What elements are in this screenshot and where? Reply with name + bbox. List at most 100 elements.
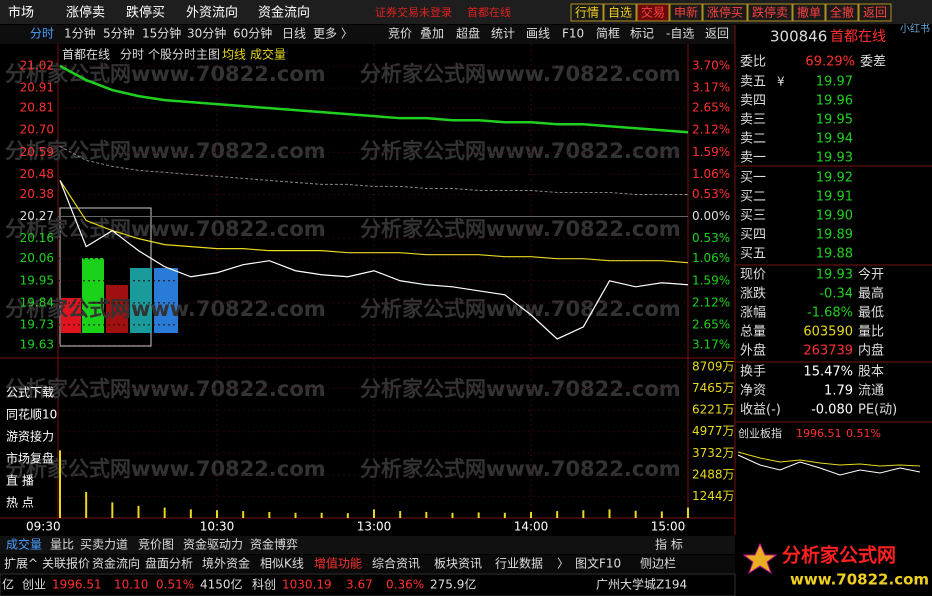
volume-bar <box>608 509 611 518</box>
function-item[interactable]: 行业数据 <box>495 556 543 571</box>
bottom-tab[interactable]: 资金驱动力 <box>183 537 243 552</box>
y-tick-label: 20.27 <box>20 209 54 223</box>
index-change: 0.51% <box>846 427 881 440</box>
menu-item[interactable]: 跌停买 <box>126 5 165 21</box>
function-item[interactable]: 增值功能 <box>314 556 362 571</box>
stat-value: -0.34 <box>819 287 853 302</box>
side-link[interactable]: 热 点 <box>6 496 34 510</box>
stat-value: -1.68% <box>807 306 853 321</box>
period-tab[interactable]: 15分钟 <box>142 26 181 41</box>
function-item[interactable]: 相似K线 <box>260 557 304 571</box>
pct-tick-label: 3.17% <box>692 338 730 352</box>
top-button[interactable]: 申新 <box>674 5 698 20</box>
status-item: 1996.51 <box>52 578 102 592</box>
function-item[interactable]: 侧边栏 <box>640 556 676 571</box>
volume-tick-label: 6221万 <box>692 403 735 417</box>
function-item[interactable]: 境外资金 <box>202 556 250 571</box>
y-tick-label: 20.70 <box>20 123 54 137</box>
fund-label: PE(动) <box>858 403 897 418</box>
logo-title: 分析家公式网 <box>782 544 896 567</box>
currency: ¥ <box>777 75 785 89</box>
top-button[interactable]: 全撤 <box>830 5 854 20</box>
volume-tick-label: 4977万 <box>692 424 735 438</box>
function-item[interactable]: 盘面分析 <box>145 556 193 571</box>
bottom-tab[interactable]: 量比 <box>50 538 74 552</box>
side-link[interactable]: 同花顺10 <box>6 407 57 422</box>
period-tab[interactable]: 日线 <box>282 27 306 41</box>
tool-button[interactable]: 标记 <box>630 27 654 41</box>
period-tab[interactable]: 5分钟 <box>103 26 135 41</box>
bid-label: 买二 <box>740 190 766 205</box>
pct-tick-label: 1.06% <box>692 251 730 265</box>
x-tick-label: 15:00 <box>651 520 686 534</box>
bid-label: 买五 <box>740 247 766 262</box>
volume-bar <box>320 512 323 518</box>
function-item[interactable]: 图文F10 <box>575 556 621 571</box>
side-link[interactable]: 公式下载 <box>6 386 54 400</box>
tool-button[interactable]: 统计 <box>491 27 515 41</box>
period-tab[interactable]: 1分钟 <box>64 26 96 41</box>
volume-bar <box>268 511 271 518</box>
tool-button[interactable]: 简框 <box>596 27 620 41</box>
chart-header: 均线 <box>222 48 246 62</box>
function-item[interactable]: 综合资讯 <box>372 556 420 571</box>
menu-item[interactable]: 外资流向 <box>186 5 238 21</box>
toolbar <box>0 25 735 44</box>
x-tick-label: 13:00 <box>357 520 392 534</box>
top-button[interactable]: 自选 <box>608 6 632 20</box>
top-button[interactable]: 撤单 <box>797 5 821 20</box>
period-tab[interactable]: 分时 <box>30 27 54 41</box>
menu-item[interactable]: 资金流向 <box>258 5 310 21</box>
volume-bar <box>451 512 454 518</box>
side-link[interactable]: 直 播 <box>6 474 34 488</box>
period-tab[interactable]: 60分钟 <box>233 26 272 41</box>
function-item[interactable]: 关联报价 <box>42 556 90 571</box>
tool-button[interactable]: 叠加 <box>420 27 444 41</box>
pct-tick-label: 0.53% <box>692 231 730 245</box>
bottom-tab[interactable]: 买卖力道 <box>80 538 128 552</box>
ask-price: 19.95 <box>816 113 853 128</box>
menu-item[interactable]: 涨停卖 <box>66 5 105 21</box>
pct-tick-label: 0.00% <box>692 209 730 223</box>
volume-tick-label: 8709万 <box>692 360 735 374</box>
tool-button[interactable]: 竞价 <box>388 27 412 41</box>
top-button[interactable]: 涨停买 <box>707 5 743 20</box>
bottom-tab[interactable]: 竞价图 <box>138 538 174 552</box>
side-link[interactable]: 游资接力 <box>6 429 54 444</box>
top-button-frame <box>747 3 793 22</box>
stat-label: 外盘 <box>740 343 766 359</box>
period-tab[interactable]: 更多 〉 <box>313 27 353 41</box>
tool-button[interactable]: 返回 <box>705 27 729 41</box>
volume-tick-label: 1244万 <box>692 489 735 503</box>
side-link[interactable]: 市场复盘 <box>6 451 54 466</box>
status-item: 广州大学城Z194 <box>596 577 687 592</box>
volume-bar <box>373 509 375 518</box>
bottom-tab[interactable]: 成交量 <box>6 537 42 552</box>
top-button[interactable]: 交易 <box>641 5 665 20</box>
tool-button[interactable]: 画线 <box>526 27 550 41</box>
period-tab[interactable]: 30分钟 <box>187 26 226 41</box>
bottom-tab[interactable]: 资金博弈 <box>250 537 298 552</box>
top-button[interactable]: 行情 <box>575 6 599 20</box>
watermark: 分析家公式网www.70822.com <box>360 457 681 481</box>
pct-tick-label: 1.06% <box>692 167 730 181</box>
function-item[interactable]: 板块资讯 <box>434 557 482 571</box>
tool-button[interactable]: F10 <box>562 27 584 41</box>
volume-bar <box>111 502 114 518</box>
stat-label: 内盘 <box>858 343 884 359</box>
watermark: 分析家公式网www.70822.com <box>5 217 326 241</box>
function-item[interactable]: 资金流向 <box>92 556 140 571</box>
volume-bar <box>346 513 349 518</box>
top-button[interactable]: 返回 <box>863 6 887 20</box>
tool-button[interactable]: 超盘 <box>456 26 480 41</box>
pct-tick-label: 3.17% <box>692 81 730 95</box>
function-item[interactable]: 扩展^ <box>4 557 38 571</box>
function-item[interactable]: 〉 <box>557 557 569 571</box>
ask-price: 19.93 <box>816 151 853 166</box>
menu-item[interactable]: 市场 <box>8 5 34 21</box>
top-button[interactable]: 跌停卖 <box>752 5 788 20</box>
tool-button[interactable]: -自选 <box>666 27 694 41</box>
ask-label: 卖三 <box>740 113 766 128</box>
watermark: 分析家公式网www.70822.com <box>360 139 681 163</box>
indicator-tab[interactable]: 指 标 <box>655 537 683 552</box>
